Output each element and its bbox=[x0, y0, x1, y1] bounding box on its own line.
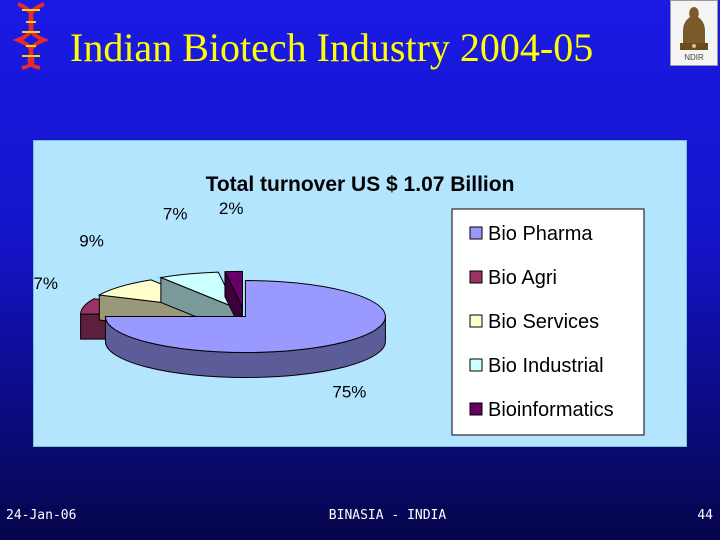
footer-center-text: BINASIA - INDIA bbox=[328, 508, 447, 523]
pie-label-bioinformatics: 2% bbox=[219, 199, 244, 218]
legend-swatch-bio-pharma bbox=[469, 226, 483, 240]
pie-label-bio-industrial: 7% bbox=[163, 205, 188, 224]
legend-swatch-bioinformatics bbox=[469, 402, 483, 416]
legend-swatch-bio-agri bbox=[469, 270, 483, 284]
pie-label-bio-agri: 7% bbox=[34, 274, 58, 293]
pie-label-bio-pharma: 75% bbox=[332, 382, 366, 401]
footer-date: 24-Jan-06 bbox=[6, 508, 77, 523]
legend-label-bio-agri: Bio Agri bbox=[488, 267, 557, 289]
pie-slice-bio-pharma bbox=[104, 280, 386, 378]
emblem-caption: NDIR bbox=[684, 53, 704, 62]
legend-swatch-bio-services bbox=[469, 314, 483, 328]
chart-legend: Bio Pharma Bio Agri Bio Services Bio Indust… bbox=[451, 208, 645, 436]
legend-label-bioinformatics: Bioinformatics bbox=[488, 399, 614, 421]
legend-box bbox=[451, 208, 645, 436]
legend-label-bio-services: Bio Services bbox=[488, 311, 599, 333]
slide-title: Indian Biotech Industry 2004-05 bbox=[70, 25, 594, 70]
legend-label-bio-industrial: Bio Industrial bbox=[488, 355, 604, 377]
dna-helix-icon bbox=[12, 2, 50, 70]
national-emblem-icon: NDIR bbox=[670, 0, 718, 66]
legend-label-bio-pharma: Bio Pharma bbox=[488, 223, 593, 245]
legend-swatch-bio-industrial bbox=[469, 358, 483, 372]
page-number: 44 bbox=[697, 508, 713, 523]
pie-chart: Total turnover US $ 1.07 Billion 75% 7% 9%… bbox=[34, 173, 645, 436]
chart-panel: Total turnover US $ 1.07 Billion 75% 7% 9%… bbox=[33, 140, 687, 447]
chart-title: Total turnover US $ 1.07 Billion bbox=[206, 173, 515, 196]
pie-label-bio-services: 9% bbox=[79, 231, 104, 250]
